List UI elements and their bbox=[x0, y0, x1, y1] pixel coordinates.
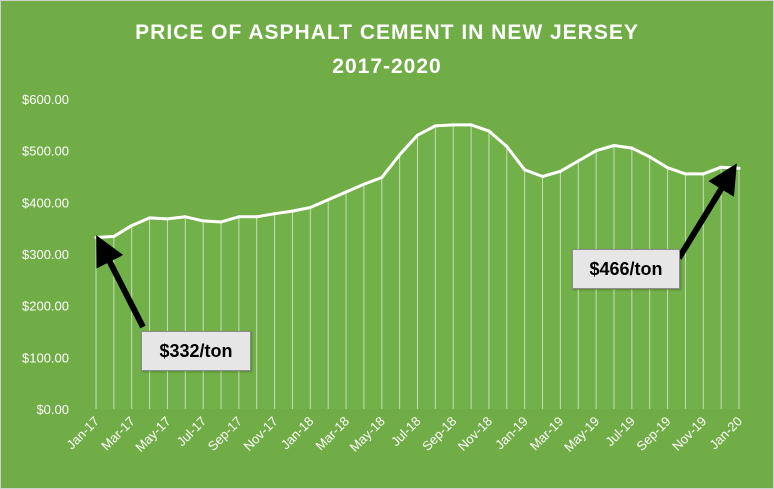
x-tick-label: Nov-19 bbox=[669, 414, 709, 454]
data-point bbox=[416, 133, 419, 137]
chart-subtitle: 2017-2020 bbox=[332, 55, 442, 78]
end-price-callout: $466/ton bbox=[572, 249, 680, 289]
data-point bbox=[380, 176, 384, 180]
x-tick-label: Jul-18 bbox=[388, 414, 424, 450]
x-tick-label: Jan-17 bbox=[63, 414, 102, 453]
data-point bbox=[290, 209, 294, 213]
x-tick-label: Jan-18 bbox=[278, 414, 317, 453]
data-point bbox=[326, 198, 330, 202]
data-point bbox=[344, 190, 348, 194]
data-point bbox=[165, 217, 169, 221]
data-point bbox=[183, 215, 187, 219]
annotation-arrows bbox=[96, 163, 737, 329]
data-point bbox=[541, 175, 545, 178]
y-tick-label: $500.00 bbox=[22, 144, 69, 159]
data-point bbox=[201, 219, 205, 223]
data-point bbox=[237, 215, 241, 219]
data-point bbox=[523, 168, 527, 172]
x-tick-label: Jan-20 bbox=[706, 414, 745, 453]
start-price-arrow bbox=[96, 235, 146, 329]
data-point bbox=[630, 146, 634, 150]
x-tick-label: Nov-17 bbox=[240, 414, 280, 454]
x-tick-label: Sep-19 bbox=[633, 414, 673, 454]
start-price-callout: $332/ton bbox=[141, 331, 251, 371]
data-point bbox=[487, 129, 491, 133]
data-point bbox=[612, 144, 616, 147]
data-point bbox=[112, 234, 116, 238]
x-tick-label: May-19 bbox=[561, 414, 602, 455]
y-tick-label: $100.00 bbox=[22, 350, 69, 365]
data-point bbox=[576, 159, 580, 163]
y-tick-label: $200.00 bbox=[22, 299, 69, 314]
x-tick-label: Jul-17 bbox=[174, 414, 210, 450]
chart-title: PRICE OF ASPHALT CEMENT IN NEW JERSEY bbox=[135, 21, 639, 44]
data-point bbox=[558, 169, 562, 173]
data-point bbox=[719, 165, 723, 169]
data-point bbox=[451, 123, 455, 127]
data-point bbox=[737, 166, 741, 170]
data-point bbox=[94, 235, 98, 239]
data-point bbox=[148, 216, 152, 220]
x-tick-label: Jul-19 bbox=[602, 414, 638, 450]
data-point bbox=[219, 220, 223, 224]
data-point bbox=[683, 172, 687, 176]
x-tick-label: Mar-17 bbox=[98, 414, 138, 454]
x-tick-label: May-18 bbox=[347, 414, 388, 455]
y-axis: $0.00 $100.00 $200.00 $300.00 $400.00 $500.00… bbox=[22, 92, 69, 417]
data-point bbox=[255, 215, 259, 219]
line-layer bbox=[94, 123, 741, 239]
y-tick-label: $300.00 bbox=[22, 247, 69, 262]
data-point bbox=[648, 155, 652, 159]
data-point bbox=[398, 153, 402, 157]
data-point bbox=[594, 149, 598, 153]
data-point bbox=[701, 172, 705, 176]
x-tick-label: Mar-19 bbox=[527, 414, 567, 454]
x-tick-label: Jan-19 bbox=[492, 414, 531, 453]
data-point bbox=[666, 166, 670, 170]
data-point bbox=[469, 123, 473, 127]
data-point bbox=[130, 224, 134, 228]
y-tick-label: $0.00 bbox=[36, 402, 69, 417]
data-point bbox=[362, 182, 366, 186]
data-point bbox=[273, 212, 277, 216]
x-tick-label: Sep-17 bbox=[205, 414, 245, 454]
data-point bbox=[433, 124, 437, 128]
x-tick-label: Sep-18 bbox=[419, 414, 459, 454]
data-point bbox=[505, 145, 509, 149]
x-tick-label: May-17 bbox=[132, 414, 173, 455]
x-tick-label: Mar-18 bbox=[312, 414, 352, 454]
y-tick-label: $600.00 bbox=[22, 92, 69, 107]
y-tick-label: $400.00 bbox=[22, 195, 69, 210]
x-tick-label: Nov-18 bbox=[455, 414, 495, 454]
end-price-arrow bbox=[676, 163, 737, 260]
data-point bbox=[308, 206, 312, 209]
